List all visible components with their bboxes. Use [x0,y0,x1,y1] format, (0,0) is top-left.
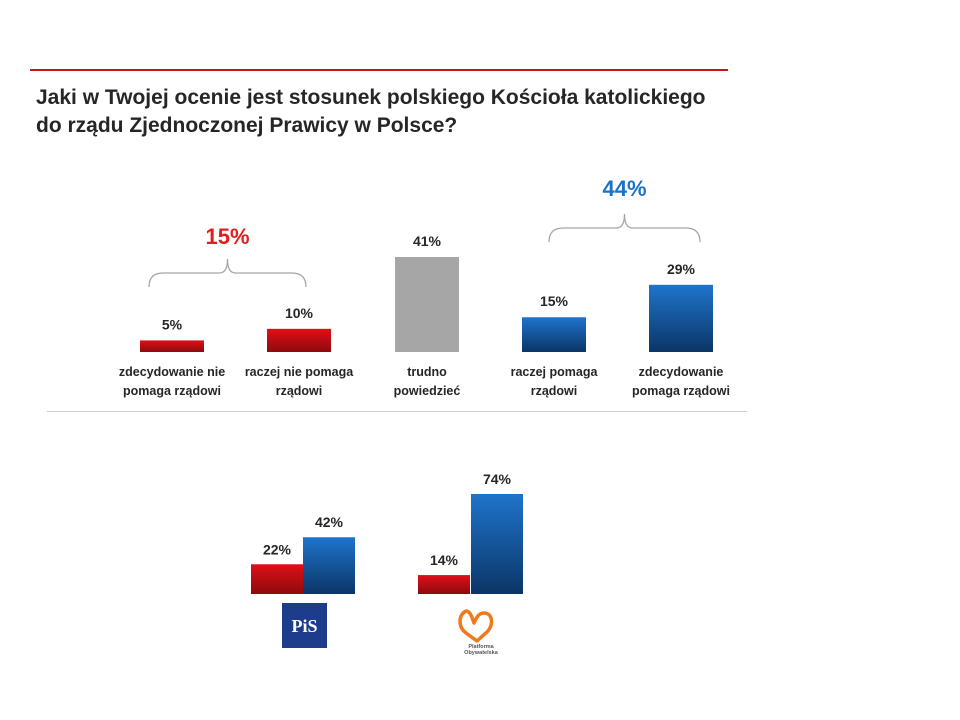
chart-title: Jaki w Twojej ocenie jest stosunek polsk… [36,84,736,140]
po-logo-text: Platforma Obywatelska [464,644,498,656]
bar-5 [649,284,713,352]
bar-1 [140,340,204,352]
bar-2 [267,328,331,352]
category-label-4: raczej pomaga rządowi [510,365,598,398]
bar-value-label-2: 10% [285,305,314,321]
pis-logo: PiS [282,603,327,648]
group-bracket-1 [148,258,307,288]
party-bar-2-2 [471,494,523,594]
bar-3 [395,257,459,352]
group-bracket-2 [548,213,701,243]
party-bar-1-2 [303,537,355,594]
bar-value-label-1: 5% [162,316,183,332]
section-divider [47,411,747,412]
po-heart-icon [458,609,494,643]
party-bar-value-2-1: 14% [430,552,459,568]
party-bar-2-1 [418,575,470,594]
party-bar-1-1 [251,564,303,594]
bar-value-label-4: 15% [540,293,569,309]
pis-logo-text: PiS [291,616,318,636]
party-bar-value-1-1: 22% [263,541,292,557]
group-total-label-2: 44% [602,176,646,201]
title-line-1: Jaki w Twojej ocenie jest stosunek polsk… [36,86,706,109]
bar-value-label-3: 41% [413,233,442,249]
bar-4 [522,317,586,352]
party-bar-value-2-2: 74% [483,471,512,487]
category-label-5: zdecydowanie pomaga rządowi [632,365,730,398]
title-line-2: do rządu Zjednoczonej Prawicy w Polsce? [36,114,458,137]
group-total-label-1: 15% [205,224,249,249]
platforma-obywatelska-logo: Platforma Obywatelska [452,605,510,657]
category-label-3: trudno powiedzieć [393,365,461,398]
bar-value-label-5: 29% [667,261,696,277]
category-label-1: zdecydowanie nie pomaga rządowi [118,365,226,398]
category-label-2: raczej nie pomaga rządowi [244,365,354,398]
party-bar-value-1-2: 42% [315,514,344,530]
top-rule [30,69,728,71]
